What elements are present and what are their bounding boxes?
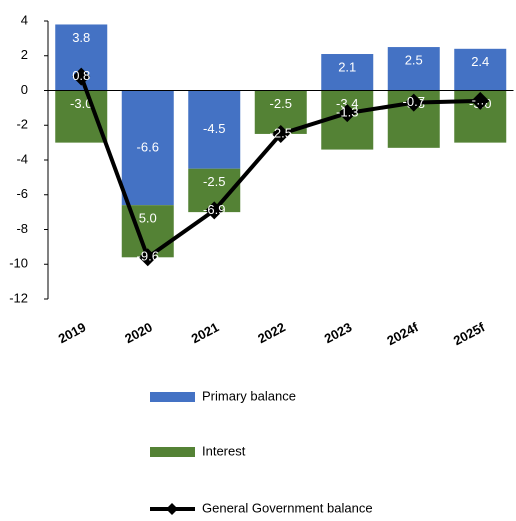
legend-label: General Government balance [202, 500, 373, 515]
y-tick-label: 2 [21, 47, 28, 62]
marker [205, 201, 224, 220]
legend-marker [166, 503, 178, 515]
x-tick-label: 2021 [189, 319, 222, 346]
bar-value-label: 2.5 [405, 53, 423, 68]
bar [188, 90, 241, 169]
legend-label: Primary balance [202, 388, 296, 403]
y-tick-label: -4 [16, 151, 28, 166]
x-tick-label: 2019 [56, 319, 89, 346]
y-tick-label: -8 [16, 221, 28, 236]
line-value-label: -6.9 [203, 202, 225, 217]
bar [55, 90, 108, 143]
line-value-label: -2.5 [270, 125, 292, 140]
x-tick-label: 2022 [255, 319, 288, 346]
y-tick-label: -6 [16, 186, 28, 201]
bar [121, 90, 174, 206]
line-value-label: -9.6 [137, 249, 159, 264]
bar-value-label: -3.0 [70, 96, 92, 111]
bar-value-label: -4.5 [203, 121, 225, 136]
legend-swatch [150, 392, 195, 402]
y-tick-label: -2 [16, 117, 28, 132]
bar-value-label: 2.1 [338, 59, 356, 74]
bar-value-label: -6.6 [137, 139, 159, 154]
y-tick-label: 4 [21, 12, 28, 27]
line-value-label: -… [472, 92, 489, 107]
bar [454, 48, 507, 91]
bar [387, 47, 440, 91]
x-tick-label: 2020 [122, 319, 155, 346]
x-tick-label: 2023 [322, 319, 355, 346]
line-value-label: -1.3 [336, 105, 358, 120]
marker [138, 248, 157, 267]
x-tick-label: 2024f [384, 319, 421, 348]
bar-value-label: -2.5 [270, 96, 292, 111]
marker [471, 91, 490, 110]
y-tick-label: 0 [21, 82, 28, 97]
bar-value-label: -3.4 [336, 96, 358, 111]
legend-swatch [150, 447, 195, 457]
marker [338, 104, 357, 123]
line-value-label: -0.7 [403, 94, 425, 109]
marker [271, 124, 290, 143]
marker [72, 67, 91, 86]
line-value-label: 0.8 [72, 68, 90, 83]
marker [404, 93, 423, 112]
y-tick-label: -12 [9, 290, 28, 305]
bar-value-label: 5.0 [139, 211, 157, 226]
y-tick-label: -10 [9, 256, 28, 271]
x-tick-label: 2025f [451, 319, 488, 348]
legend-label: Interest [202, 443, 246, 458]
bar-value-label: -2.5 [203, 174, 225, 189]
bar-value-label: 2.4 [471, 54, 489, 69]
bar-value-label: 3.8 [72, 30, 90, 45]
bar [321, 54, 374, 91]
